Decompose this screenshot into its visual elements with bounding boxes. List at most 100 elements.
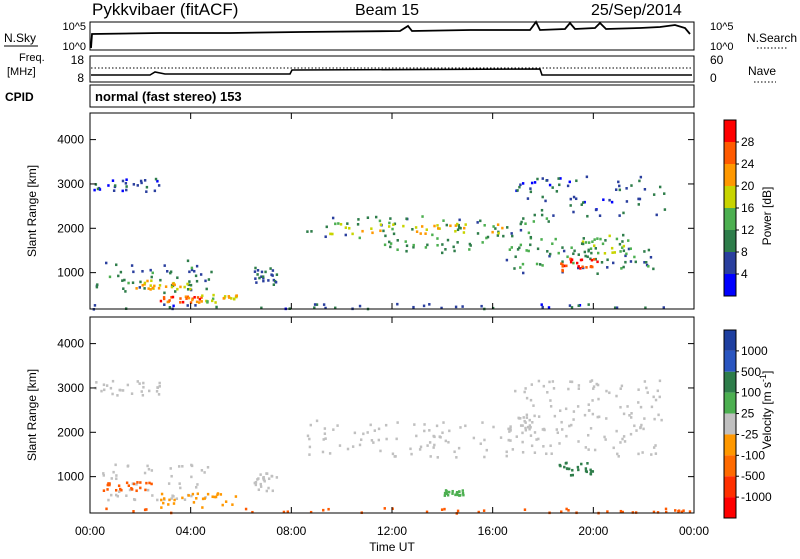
power-cell <box>194 304 197 307</box>
velocity-cell <box>457 446 461 450</box>
power-cell <box>171 282 175 286</box>
velocity-cell <box>558 463 562 467</box>
power-colorbar-tick-label: 28 <box>741 135 755 149</box>
velocity-cell <box>190 494 193 498</box>
power-cell <box>186 304 189 307</box>
velocity-cell <box>589 427 593 430</box>
power-cell <box>548 252 552 256</box>
velocity-marks <box>94 379 692 515</box>
velocity-cell <box>552 387 556 390</box>
velocity-cell <box>528 427 531 431</box>
power-cell <box>584 254 587 258</box>
power-cell <box>191 298 194 302</box>
y-tick-label: 4000 <box>57 337 84 351</box>
power-cell <box>255 281 258 284</box>
velocity-cell <box>169 467 172 470</box>
power-cell <box>262 276 265 280</box>
power-cell <box>174 290 177 293</box>
power-cell <box>655 213 658 217</box>
power-cell <box>172 304 175 308</box>
power-cell <box>625 200 629 203</box>
power-cell <box>572 261 575 265</box>
velocity-cell <box>654 444 657 447</box>
power-cell <box>569 257 572 261</box>
power-cell <box>201 294 204 298</box>
power-cell <box>604 239 607 242</box>
velocity-cell <box>379 449 382 453</box>
power-cell <box>366 216 370 220</box>
power-cell <box>396 302 399 306</box>
power-cell <box>557 251 560 255</box>
power-cell <box>510 246 513 249</box>
power-cell <box>522 217 525 220</box>
power-colorbar-segment <box>724 186 736 208</box>
velocity-cell <box>183 498 187 501</box>
power-cell <box>215 305 218 309</box>
power-cell <box>145 185 149 189</box>
velocity-cell <box>530 383 534 386</box>
power-cell <box>272 283 276 287</box>
power-cell <box>615 237 619 241</box>
velocity-colorbar-segment <box>724 413 736 435</box>
velocity-cell <box>142 381 145 385</box>
velocity-cell <box>589 472 593 476</box>
velocity-colorbar-tick-label: -500 <box>741 469 765 483</box>
velocity-cell <box>643 417 646 420</box>
power-cell <box>527 231 531 235</box>
velocity-cell <box>127 484 131 488</box>
power-cell <box>186 287 190 291</box>
power-cell <box>313 303 317 306</box>
time-axis: 00:00 04:00 08:00 12:00 16:00 20:00 00:00 <box>75 113 709 538</box>
velocity-cell <box>439 435 442 439</box>
power-cell <box>529 187 532 190</box>
power-cell <box>615 306 619 310</box>
velocity-cell <box>181 465 184 468</box>
power-cell <box>608 234 611 238</box>
power-cell <box>587 249 590 253</box>
power-cell <box>476 232 480 235</box>
velocity-cell <box>612 446 615 450</box>
power-cell <box>603 252 607 255</box>
power-cell <box>575 261 579 265</box>
power-cell <box>570 306 574 309</box>
nsky-tick-bottom: 10^0 <box>62 41 86 53</box>
power-cell <box>154 177 158 181</box>
velocity-cell <box>542 384 546 388</box>
power-cell <box>529 243 532 247</box>
power-cell <box>599 237 602 241</box>
velocity-cell <box>592 387 595 390</box>
velocity-cell <box>629 432 633 436</box>
power-cell <box>389 217 392 220</box>
velocity-cell <box>637 452 640 456</box>
velocity-cell <box>162 497 166 500</box>
velocity-colorbar-label: Velocity [m s-1] <box>758 371 774 450</box>
velocity-cell <box>128 488 132 492</box>
velocity-cell <box>190 464 194 468</box>
velocity-cell <box>622 435 626 438</box>
velocity-cell <box>521 424 524 427</box>
power-cell <box>514 255 517 259</box>
y-tick-label: 1000 <box>57 470 84 484</box>
power-cell <box>392 232 396 236</box>
velocity-cell <box>353 431 357 435</box>
velocity-cell <box>590 470 593 473</box>
power-cell <box>526 197 530 200</box>
power-colorbar-tick-label: 12 <box>741 223 755 237</box>
power-cell <box>608 198 611 202</box>
velocity-cell <box>234 495 238 498</box>
power-y-axis: 1000 2000 3000 4000 <box>57 133 694 280</box>
velocity-cell <box>265 472 268 475</box>
velocity-cell <box>213 495 216 499</box>
x-tick-label: 12:00 <box>377 524 407 538</box>
power-cell <box>189 301 193 304</box>
velocity-cell <box>619 405 622 409</box>
velocity-cell <box>589 468 592 472</box>
velocity-cell <box>118 388 121 392</box>
power-cell <box>441 251 444 255</box>
power-cell <box>269 267 272 270</box>
velocity-cell <box>589 380 592 383</box>
power-cell <box>361 229 364 233</box>
power-cell <box>612 261 615 265</box>
nave-tick-top: 60 <box>710 53 724 67</box>
power-cell <box>613 306 617 310</box>
